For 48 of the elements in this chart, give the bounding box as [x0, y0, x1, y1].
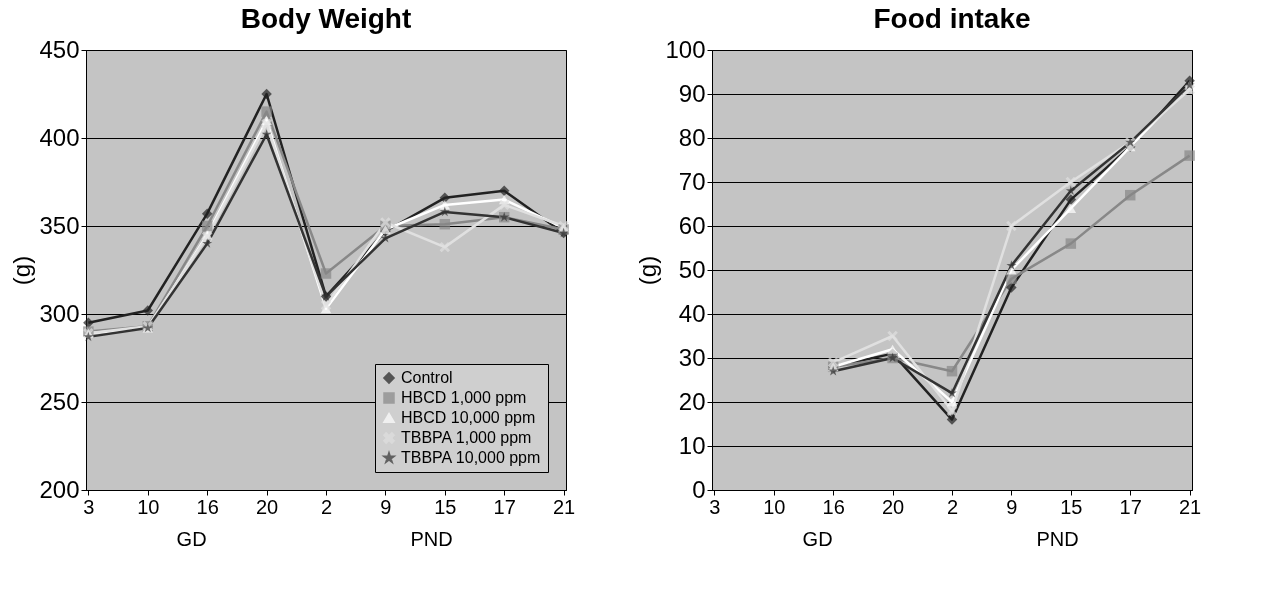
- y-tick-label: 10: [678, 431, 706, 459]
- chart-title: Food intake: [873, 3, 1031, 34]
- y-tick-label: 90: [678, 79, 706, 107]
- x-tick-label: 21: [553, 495, 576, 518]
- y-axis-title: (g): [634, 255, 662, 286]
- x-tick-label: 2: [946, 495, 959, 518]
- y-tick-label: 40: [678, 299, 706, 327]
- y-axis-title: (g): [8, 255, 36, 286]
- x-tick-label: 20: [881, 495, 905, 518]
- x-tick-label: 2: [320, 495, 333, 518]
- text: PND: [1036, 528, 1079, 550]
- text: GD: [176, 528, 207, 550]
- y-tick-label: 0: [692, 475, 706, 503]
- x-tick-label: 15: [1060, 495, 1083, 518]
- x-tick-label: 20: [255, 495, 279, 518]
- legend-label: TBBPA 10,000 ppm: [401, 449, 541, 466]
- y-tick-label: 200: [39, 475, 80, 503]
- text: GD: [802, 528, 833, 550]
- legend-label: HBCD 10,000 ppm: [401, 409, 536, 426]
- x-tick-label: 16: [196, 495, 219, 518]
- y-tick-label: 70: [678, 167, 706, 195]
- x-tick-label: 17: [493, 495, 516, 518]
- x-tick-label: 9: [1006, 495, 1018, 518]
- y-tick-label: 80: [678, 123, 706, 151]
- x-tick-label: 15: [434, 495, 457, 518]
- chart-title: Body Weight: [240, 3, 412, 34]
- x-tick-label: 9: [380, 495, 392, 518]
- y-tick-label: 30: [678, 343, 706, 371]
- x-tick-label: 17: [1119, 495, 1142, 518]
- y-tick-label: 60: [678, 211, 706, 239]
- x-tick-label: 10: [137, 495, 160, 518]
- y-tick-label: 20: [678, 387, 706, 415]
- y-tick-label: 50: [678, 255, 706, 283]
- y-tick-label: 350: [39, 211, 80, 239]
- x-tick-label: 3: [83, 495, 95, 518]
- legend-label: HBCD 1,000 ppm: [401, 389, 527, 406]
- x-tick-label: 10: [763, 495, 786, 518]
- y-tick-label: 250: [39, 387, 80, 415]
- x-tick-label: 3: [709, 495, 721, 518]
- x-tick-label: 21: [1179, 495, 1202, 518]
- y-tick-label: 300: [39, 299, 80, 327]
- legend-label: TBBPA 1,000 ppm: [401, 429, 532, 446]
- x-tick-label: 16: [822, 495, 845, 518]
- y-tick-label: 400: [39, 123, 80, 151]
- text: PND: [410, 528, 453, 550]
- legend-label: Control: [401, 369, 453, 386]
- y-tick-label: 450: [39, 35, 80, 63]
- y-tick-label: 100: [665, 35, 706, 63]
